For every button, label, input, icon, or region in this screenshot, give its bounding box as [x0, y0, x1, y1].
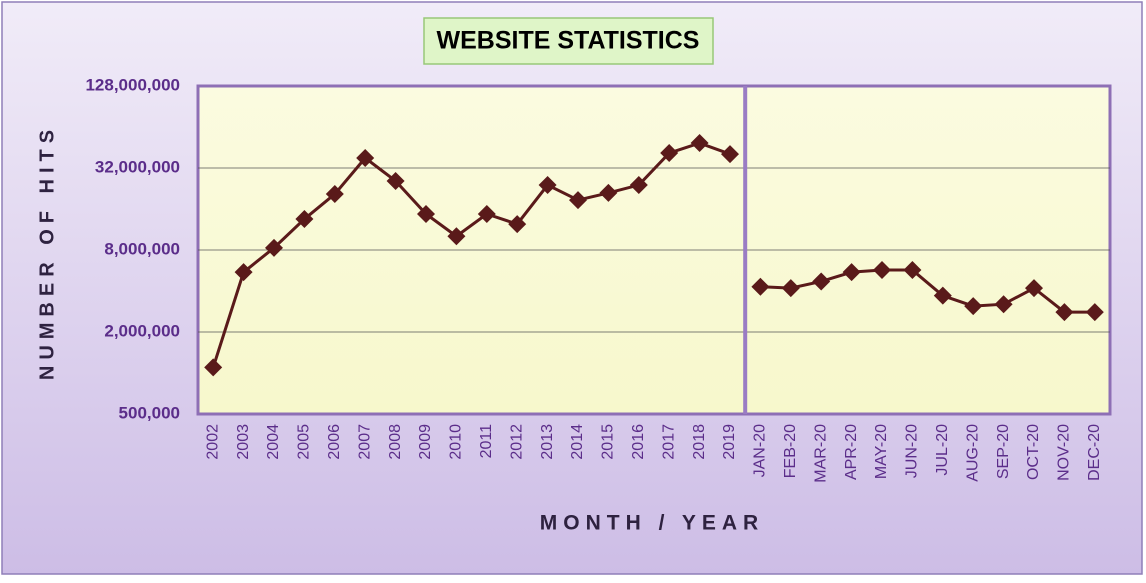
- x-tick-label: 2012: [508, 424, 525, 460]
- x-tick-label: SEP-20: [995, 424, 1012, 479]
- marker: [325, 185, 344, 204]
- x-tick-label: 2005: [296, 424, 313, 460]
- y-tick-label: 8,000,000: [104, 239, 180, 258]
- x-tick-label: 2004: [265, 424, 282, 460]
- y-tick-label: 2,000,000: [104, 321, 180, 340]
- x-tick-label: AUG-20: [964, 424, 981, 482]
- marker: [569, 191, 587, 210]
- x-tick-label: 2017: [660, 424, 677, 460]
- title-box: [423, 17, 714, 65]
- marker: [933, 286, 952, 305]
- marker: [629, 176, 648, 195]
- marker: [721, 145, 739, 164]
- marker: [842, 263, 861, 282]
- x-tick-label: JUN-20: [904, 424, 921, 478]
- x-tick-label: 2008: [387, 424, 404, 460]
- marker: [508, 215, 527, 234]
- x-tick-label: 2006: [326, 424, 343, 460]
- marker: [660, 144, 679, 163]
- x-tick-label: 2014: [569, 424, 586, 460]
- x-tick-label: 2002: [204, 424, 221, 460]
- x-tick-label: 2009: [417, 424, 434, 460]
- line: [211, 141, 731, 368]
- x-tick-label: 2011: [478, 424, 495, 459]
- marker: [265, 238, 283, 257]
- y-axis-label: NUMBER OF HITS: [36, 124, 58, 380]
- marker: [295, 210, 314, 229]
- marker: [417, 205, 435, 224]
- x-tick-label: JAN-20: [752, 424, 769, 477]
- x-axis-label: MONTH / YEAR: [540, 512, 764, 535]
- marker: [386, 171, 405, 190]
- x-tick-label: 2010: [448, 424, 465, 460]
- marker: [538, 176, 557, 195]
- y-tick-label: 500,000: [119, 403, 180, 422]
- marker: [599, 183, 618, 202]
- y-tick-label: 32,000,000: [95, 157, 180, 176]
- y-tick-label: 128,000,000: [85, 75, 180, 94]
- x-tick-label: NOV-20: [1056, 424, 1073, 481]
- marker: [781, 279, 800, 298]
- x-tick-label: FEB-20: [782, 424, 799, 478]
- x-tick-label: 2003: [235, 424, 252, 460]
- marker: [356, 148, 375, 167]
- marker: [204, 358, 223, 377]
- marker: [690, 134, 709, 153]
- x-tick-label: 2013: [539, 424, 556, 460]
- x-tick-label: 2015: [600, 424, 617, 460]
- marker: [234, 263, 253, 282]
- marker: [873, 261, 891, 280]
- x-tick-label: MAY-20: [873, 424, 890, 479]
- x-tick-label: MAR-20: [812, 424, 829, 483]
- marker: [1055, 303, 1074, 322]
- marker: [447, 227, 466, 246]
- marker: [1085, 303, 1104, 322]
- x-tick-label: OCT-20: [1025, 424, 1042, 480]
- x-tick-label: DEC-20: [1086, 424, 1103, 481]
- x-tick-label: JUL-20: [934, 424, 951, 476]
- x-tick-label: 2016: [630, 424, 647, 460]
- x-tick-label: APR-20: [843, 424, 860, 480]
- x-tick-label: 2019: [721, 424, 738, 460]
- x-tick-label: 2007: [356, 424, 373, 460]
- x-tick-label: 2018: [691, 424, 708, 460]
- marker: [477, 205, 496, 224]
- marker: [1025, 279, 1043, 298]
- chart-title: WEBSITE STATISTICS: [437, 27, 700, 55]
- marker: [964, 297, 983, 316]
- marker: [812, 272, 831, 291]
- marker: [903, 261, 922, 280]
- marker: [751, 277, 770, 296]
- marker: [994, 295, 1013, 314]
